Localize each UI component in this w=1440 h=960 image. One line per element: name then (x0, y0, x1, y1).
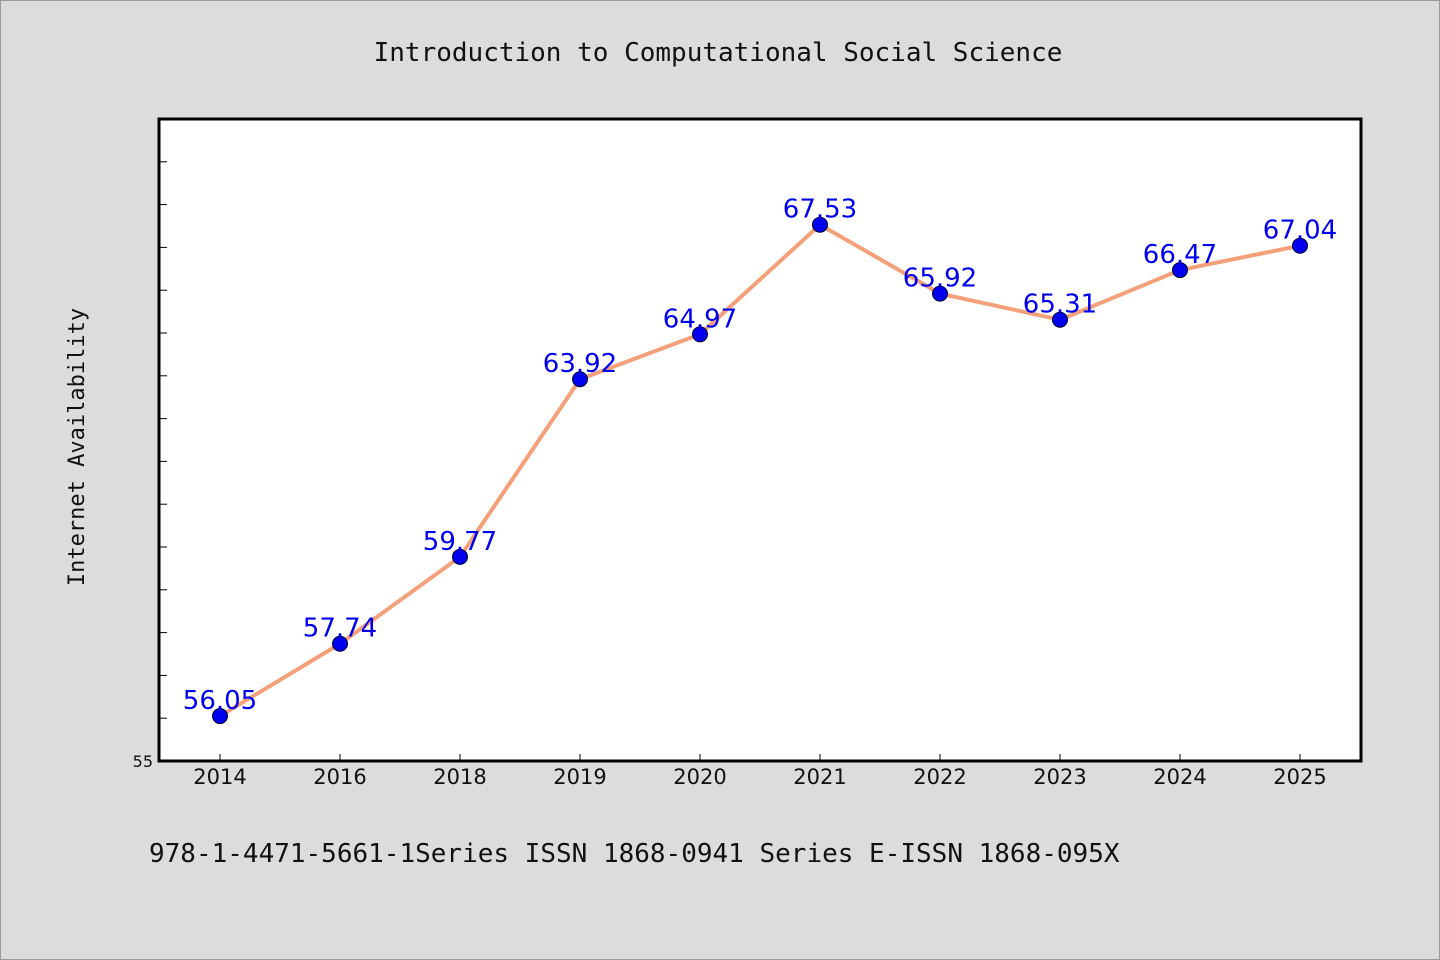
x-tick-label: 2024 (1153, 765, 1206, 789)
x-tick-label: 2021 (793, 765, 846, 789)
data-point (572, 371, 588, 388)
data-point (212, 708, 228, 725)
data-label: 66.47 (1143, 240, 1217, 270)
data-label: 64.97 (663, 304, 737, 334)
x-tick-label: 2020 (673, 765, 726, 789)
y-axis-ticks: 55 (133, 161, 167, 771)
data-label: 67.04 (1263, 216, 1337, 246)
data-point (1052, 311, 1068, 328)
data-labels: 56.05 57.74 59.77 63.92 64.97 67.53 65.92 65.31… (183, 195, 1337, 716)
data-label: 67.53 (783, 195, 857, 225)
data-point (932, 285, 948, 302)
x-tick-label: 2023 (1033, 765, 1086, 789)
data-label: 63.92 (543, 349, 617, 379)
data-series (212, 216, 1308, 725)
series-line (218, 222, 1302, 719)
x-tick-label: 2025 (1273, 765, 1326, 789)
data-label: 65.92 (903, 264, 977, 294)
x-axis-ticks: 2014 2016 2018 2019 2020 2021 2022 2023 2024 2025 (193, 754, 1327, 789)
x-tick-label: 2014 (193, 765, 246, 789)
x-tick-label: 2022 (913, 765, 966, 789)
data-label: 65.31 (1023, 290, 1097, 320)
data-point (1292, 237, 1308, 254)
data-point (692, 326, 708, 343)
y-axis-label: Internet Availability (65, 308, 90, 586)
y-tick-label: 55 (133, 752, 153, 771)
data-point (1172, 262, 1188, 279)
x-tick-label: 2019 (553, 765, 606, 789)
x-tick-label: 2018 (433, 765, 486, 789)
data-point (812, 216, 828, 233)
data-label: 57.74 (303, 614, 377, 644)
data-point (332, 635, 348, 652)
plot-area (157, 117, 1363, 763)
data-label: 59.77 (423, 527, 497, 557)
data-label: 56.05 (183, 686, 257, 716)
x-tick-label: 2016 (313, 765, 366, 789)
data-point (452, 548, 468, 565)
chart-title: Introduction to Computational Social Sci… (374, 38, 1063, 68)
footer-isbn-text: 978-1-4471-5661-1Series ISSN 1868-0941 S… (149, 839, 1120, 869)
